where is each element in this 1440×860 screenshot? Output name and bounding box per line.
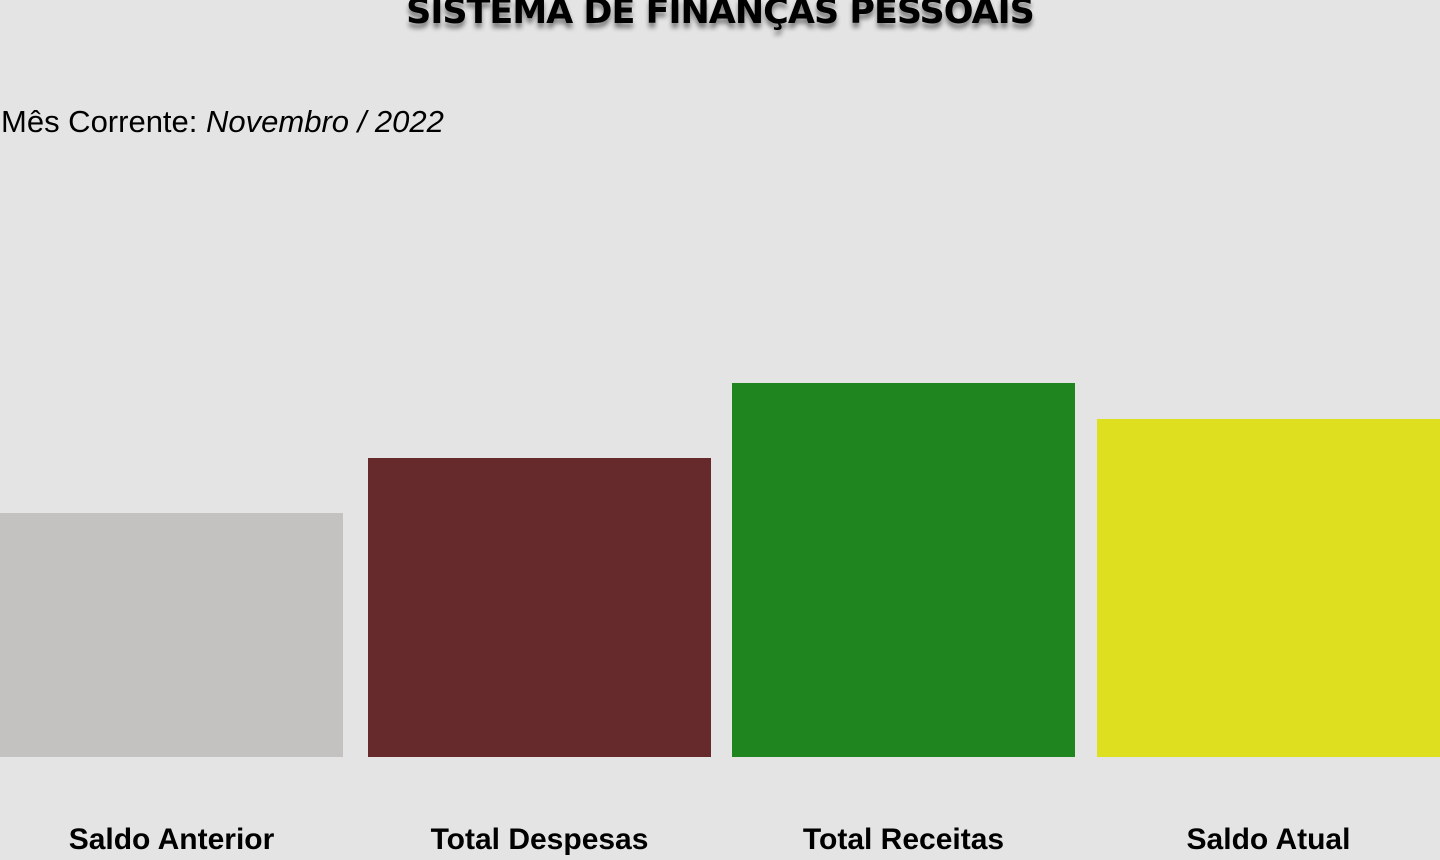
total-receitas-label: Total Receitas — [802, 823, 1005, 856]
current-month: Mês Corrente: Novembro / 2022 — [1, 102, 444, 142]
current-month-value: Novembro / 2022 — [206, 104, 444, 139]
total-despesas-label: Total Despesas — [430, 823, 649, 856]
saldo-anterior-bar[interactable] — [0, 513, 343, 757]
saldo-anterior-label: Saldo Anterior — [68, 823, 275, 856]
current-month-label: Mês Corrente: — [1, 104, 198, 139]
total-despesas-bar[interactable] — [368, 458, 711, 757]
saldo-atual-label: Saldo Atual — [1186, 823, 1351, 856]
total-receitas-bar[interactable] — [732, 383, 1075, 757]
page-title: SISTEMA DE FINANÇAS PESSOAIS — [406, 0, 1035, 32]
saldo-atual-bar[interactable] — [1097, 419, 1440, 757]
